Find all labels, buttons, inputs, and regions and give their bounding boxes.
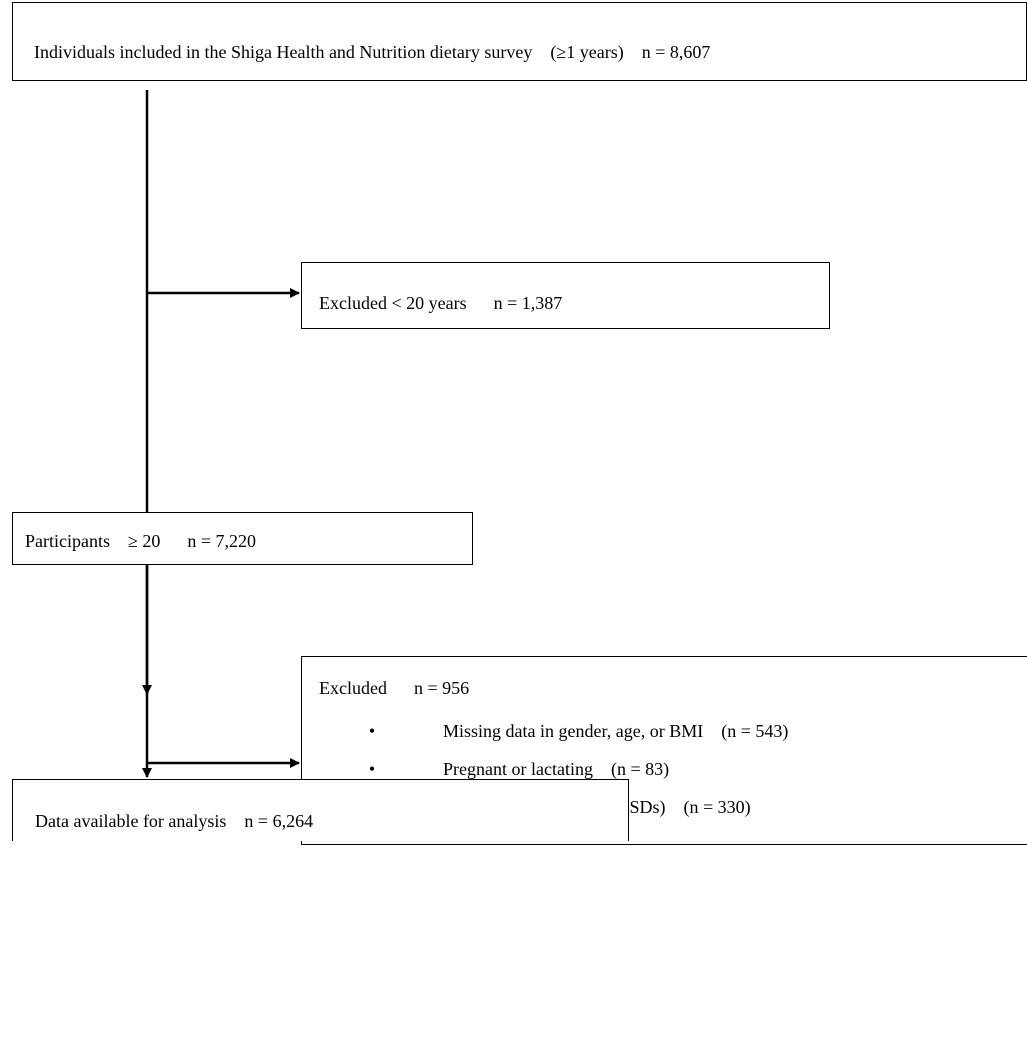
box-excluded-other-heading: Excluded n = 956 (319, 678, 470, 698)
box-excluded-under-20-text: Excluded < 20 years n = 1,387 (319, 293, 563, 313)
exclusion-item-bullet: • (368, 721, 376, 741)
exclusion-item-bullet: • (368, 759, 376, 779)
exclusion-item-missing-data: Missing data in gender, age, or BMI (n =… (443, 721, 789, 741)
box-participants-20-plus-text: Participants ≥ 20 n = 7,220 (25, 531, 257, 551)
box-final-analysis: Data available for analysis n = 6,264 (12, 779, 629, 841)
box-initial-population-text: Individuals included in the Shiga Health… (34, 42, 711, 62)
box-excluded-under-20: Excluded < 20 years n = 1,387 (301, 262, 830, 329)
box-final-analysis-text: Data available for analysis n = 6,264 (35, 811, 314, 831)
box-initial-population: Individuals included in the Shiga Health… (12, 2, 1027, 81)
box-participants-20-plus: Participants ≥ 20 n = 7,220 (12, 512, 473, 565)
exclusion-item-pregnant: Pregnant or lactating (n = 83) (443, 759, 670, 779)
